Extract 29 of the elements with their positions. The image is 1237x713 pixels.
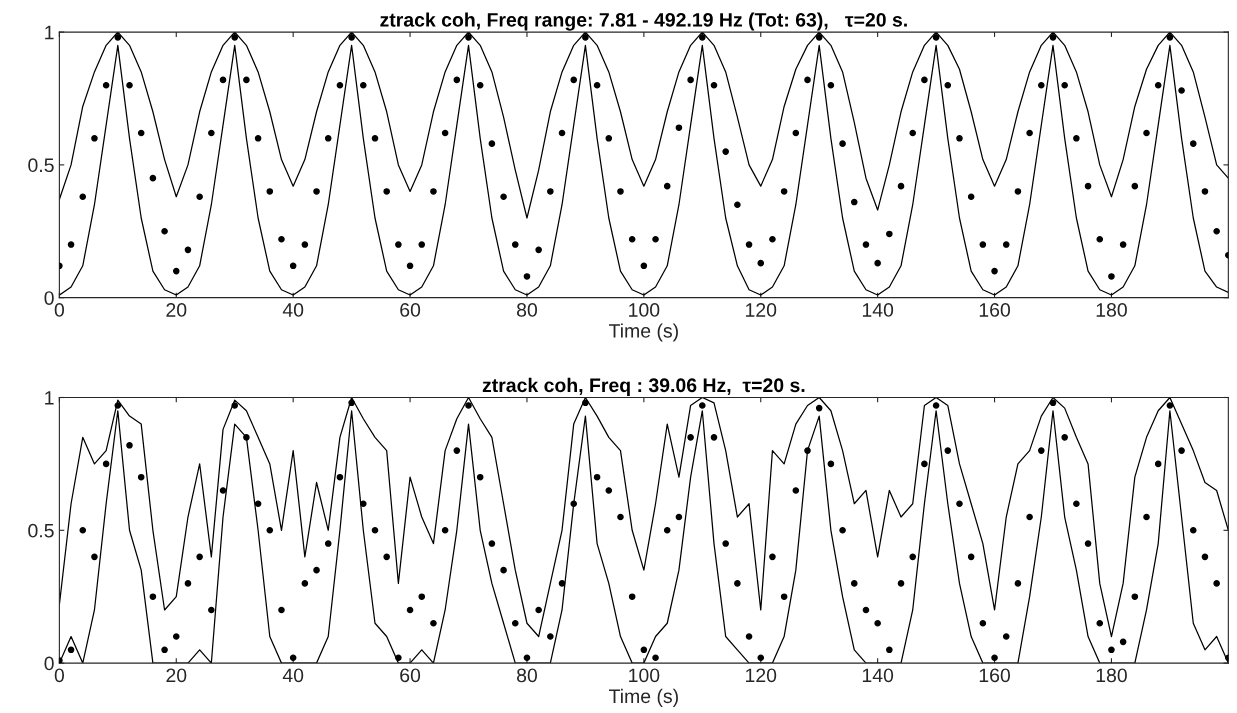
x-tick-label: 180 [1096, 303, 1127, 317]
y-tick-label: 0.5 [28, 523, 54, 538]
x-axis-title: Time (s) [609, 323, 678, 342]
y-tick-label: 1 [45, 25, 54, 40]
x-tick-label: 60 [400, 668, 421, 683]
chart-title: ztrack coh, Freq range: 7.81 - 492.19 Hz (Tot: 63), τ=20 s. [380, 12, 907, 31]
y-tick-label: 0.5 [28, 158, 54, 173]
x-tick-label: 40 [282, 303, 304, 317]
x-tick-label: 160 [979, 668, 1011, 683]
x-tick-label: 80 [516, 303, 538, 317]
x-tick-label: 0 [54, 303, 65, 317]
x-tick-label: 160 [979, 303, 1011, 317]
x-tick-label: 120 [746, 668, 777, 683]
chart-title: ztrack coh, Freq : 39.06 Hz, τ=20 s. [482, 377, 805, 396]
y-tick-label: 0 [44, 291, 54, 305]
x-tick-label: 60 [400, 303, 421, 317]
x-tick-label: 180 [1096, 668, 1127, 683]
x-tick-label: 100 [629, 668, 660, 683]
x-tick-label: 80 [516, 668, 538, 683]
x-tick-label: 40 [282, 668, 304, 683]
y-tick-label: 1 [45, 391, 54, 405]
x-tick-label: 20 [166, 668, 187, 683]
x-tick-label: 100 [629, 303, 660, 317]
x-tick-label: 120 [746, 303, 777, 317]
y-tick-label: 0 [44, 656, 54, 671]
x-tick-label: 140 [862, 668, 894, 683]
x-tick-label: 20 [166, 303, 187, 317]
x-axis-title: Time (s) [609, 688, 678, 707]
x-tick-label: 140 [862, 303, 894, 317]
